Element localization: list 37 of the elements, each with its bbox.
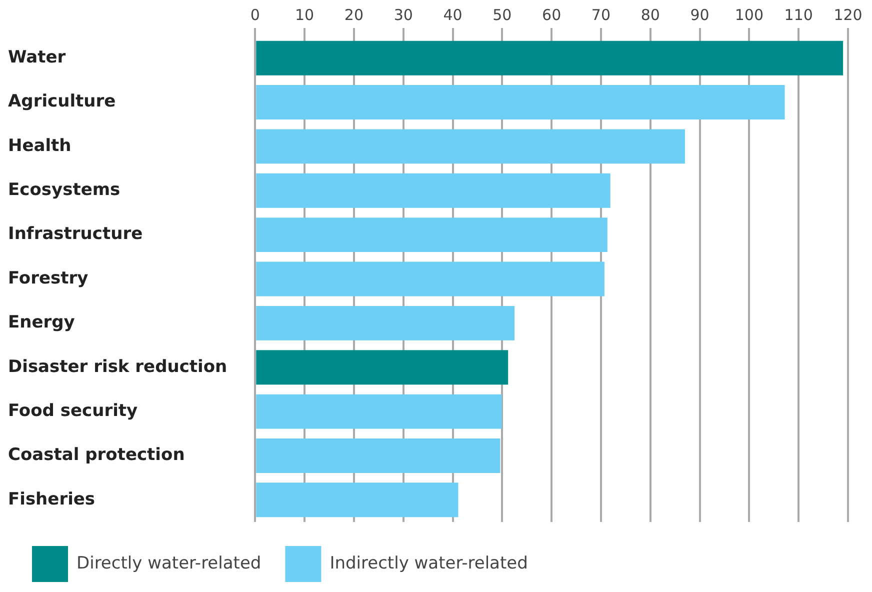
x-tick-label: 110 — [784, 6, 813, 24]
y-tick-label: Ecosystems — [8, 180, 120, 200]
bar — [256, 40, 844, 76]
y-tick-label: Infrastructure — [8, 224, 143, 244]
x-tick-label: 80 — [640, 6, 660, 24]
y-tick-label: Forestry — [8, 268, 88, 288]
x-tick-label: 20 — [344, 6, 364, 24]
y-tick-label: Water — [8, 48, 66, 68]
bar — [256, 173, 610, 208]
bar — [256, 218, 608, 252]
x-tick-label: 70 — [591, 6, 611, 24]
bar — [256, 129, 685, 164]
y-tick-label: Health — [8, 136, 72, 156]
x-tick-label: 100 — [734, 6, 764, 24]
y-tick-label: Agriculture — [8, 92, 116, 112]
bar — [256, 85, 785, 120]
legend-label: Directly water-related — [76, 553, 262, 574]
x-tick-label: 10 — [295, 6, 314, 24]
bar — [256, 438, 500, 473]
x-tick-label: 40 — [443, 6, 462, 24]
bar — [256, 306, 515, 340]
y-tick-label: Energy — [8, 312, 75, 333]
x-tick-label: 50 — [492, 6, 512, 24]
x-tick-label: 120 — [834, 6, 862, 24]
x-tick-label: 60 — [542, 6, 562, 24]
y-tick-label: Fisheries — [8, 489, 96, 510]
x-tick-label: 0 — [250, 6, 260, 24]
x-tick-label: 30 — [394, 6, 413, 24]
x-tick-label: 90 — [690, 6, 710, 24]
bar — [256, 482, 458, 518]
bar — [256, 394, 502, 429]
y-tick-label: Disaster risk reduction — [8, 356, 228, 377]
legend-label: Indirectly water-related — [330, 553, 528, 574]
bar — [256, 262, 604, 296]
y-tick-label: Coastal protection — [8, 445, 185, 466]
bar — [256, 350, 508, 385]
y-tick-label: Food security — [8, 400, 138, 421]
